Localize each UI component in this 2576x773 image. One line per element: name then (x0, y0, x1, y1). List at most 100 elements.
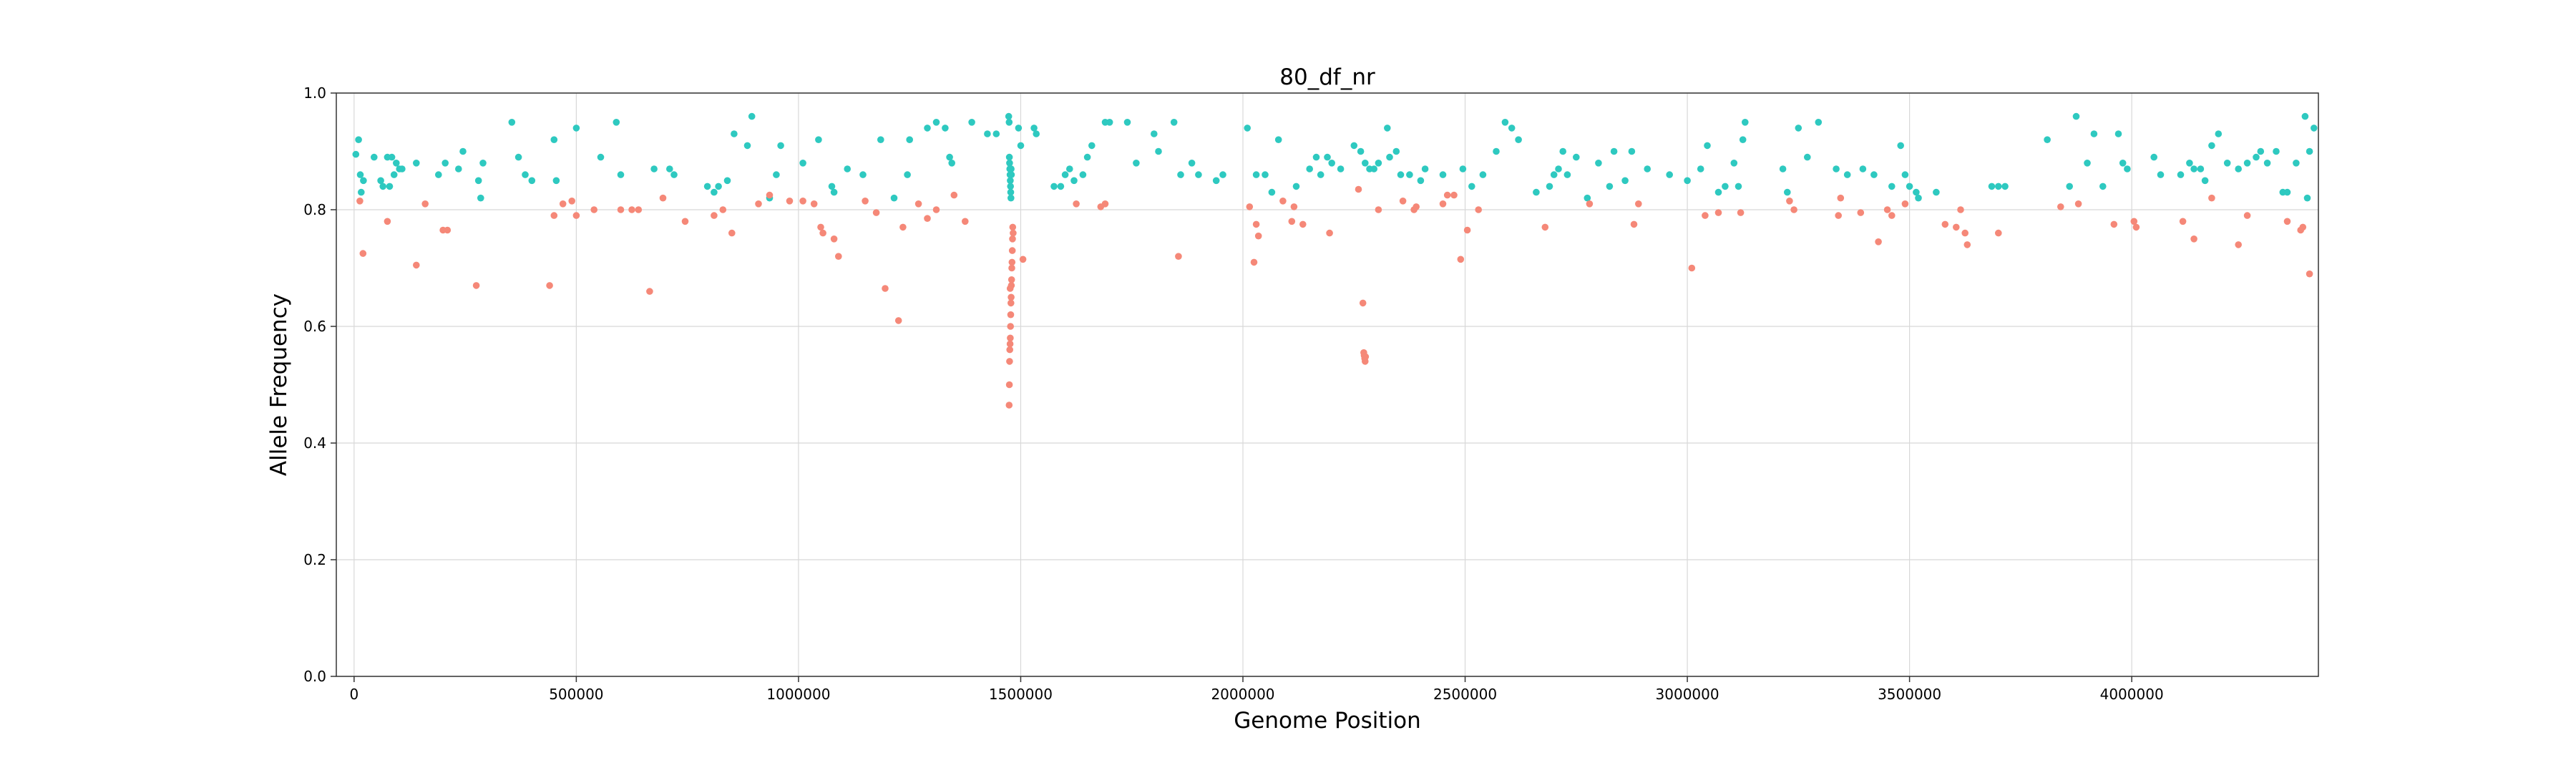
data-point (1988, 183, 1996, 190)
data-point (377, 177, 384, 185)
data-point (590, 206, 597, 213)
data-point (904, 171, 911, 178)
data-point (1546, 183, 1553, 190)
data-point (455, 165, 462, 172)
data-point (1033, 130, 1040, 137)
data-point (1697, 165, 1704, 172)
data-point (1106, 119, 1113, 126)
data-point (1212, 177, 1220, 185)
data-point (1324, 153, 1331, 161)
data-point (359, 250, 367, 257)
data-point (1443, 191, 1451, 199)
data-point (356, 171, 364, 178)
data-point (393, 160, 400, 167)
data-point (1573, 153, 1580, 161)
data-point (2132, 223, 2140, 231)
data-point (1933, 188, 1940, 196)
data-point (1941, 220, 1949, 228)
data-point (1375, 206, 1382, 213)
data-point (1005, 112, 1013, 120)
data-point (890, 194, 898, 202)
data-point (1815, 119, 1823, 126)
data-point (413, 160, 420, 167)
data-point (1170, 119, 1178, 126)
data-point (670, 171, 678, 178)
data-point (356, 198, 364, 205)
data-point (1350, 142, 1358, 150)
data-point (2208, 142, 2215, 150)
data-point (552, 177, 560, 185)
data-point (597, 153, 605, 161)
data-point (477, 194, 484, 202)
data-point (1005, 153, 1013, 161)
data-point (817, 223, 824, 231)
data-point (1370, 165, 1377, 172)
data-point (1008, 276, 1015, 283)
data-point (613, 119, 620, 126)
data-point (413, 261, 420, 269)
data-points (352, 112, 2318, 409)
data-point (723, 177, 731, 185)
data-point (1666, 171, 1673, 178)
data-point (1439, 171, 1447, 178)
data-point (550, 212, 558, 219)
data-point (799, 198, 806, 205)
data-point (1306, 165, 1313, 172)
data-point (862, 198, 869, 205)
data-point (1254, 232, 1262, 240)
data-point (1957, 206, 1964, 213)
data-point (859, 171, 867, 178)
data-point (2177, 171, 2185, 178)
data-point (2243, 160, 2251, 167)
data-point (1008, 264, 1015, 272)
data-point (1005, 381, 1013, 389)
data-point (924, 125, 931, 132)
data-point (1133, 160, 1140, 167)
data-point (1722, 183, 1729, 190)
y-tick-label: 0.8 (303, 201, 326, 218)
data-point (1151, 130, 1158, 137)
x-tick-label: 2000000 (1211, 686, 1274, 703)
data-point (748, 112, 756, 120)
data-point (1006, 285, 1014, 292)
data-point (1684, 177, 1691, 185)
data-point (1843, 171, 1851, 178)
data-point (1195, 171, 1202, 178)
data-point (1450, 191, 1458, 199)
data-point (1906, 183, 1913, 190)
data-point (932, 206, 940, 213)
data-point (1550, 171, 1558, 178)
data-point (1061, 171, 1069, 178)
data-point (1995, 183, 2002, 190)
data-point (2301, 112, 2309, 120)
data-point (743, 142, 751, 150)
data-point (459, 147, 467, 155)
data-point (2190, 165, 2197, 172)
data-point (1859, 165, 1867, 172)
data-point (1628, 147, 1636, 155)
data-point (1704, 142, 1711, 150)
y-tick-label: 0.4 (303, 434, 326, 452)
data-point (1421, 165, 1429, 172)
data-point (2311, 125, 2318, 132)
data-point (1610, 147, 1618, 155)
data-point (1835, 212, 1842, 219)
data-point (1362, 353, 1370, 361)
data-point (799, 160, 806, 167)
data-point (546, 282, 553, 289)
data-point (1644, 165, 1651, 172)
data-point (1030, 125, 1038, 132)
plot-frame (336, 92, 2319, 677)
data-point (1070, 177, 1078, 185)
data-point (1784, 188, 1791, 196)
data-point (1006, 358, 1013, 365)
data-point (1606, 183, 1614, 190)
x-tick-label: 500000 (549, 686, 603, 703)
data-point (815, 136, 822, 143)
data-point (1299, 220, 1307, 228)
data-point (766, 191, 774, 199)
data-point (715, 183, 722, 190)
data-point (719, 206, 727, 213)
data-point (2306, 270, 2313, 278)
